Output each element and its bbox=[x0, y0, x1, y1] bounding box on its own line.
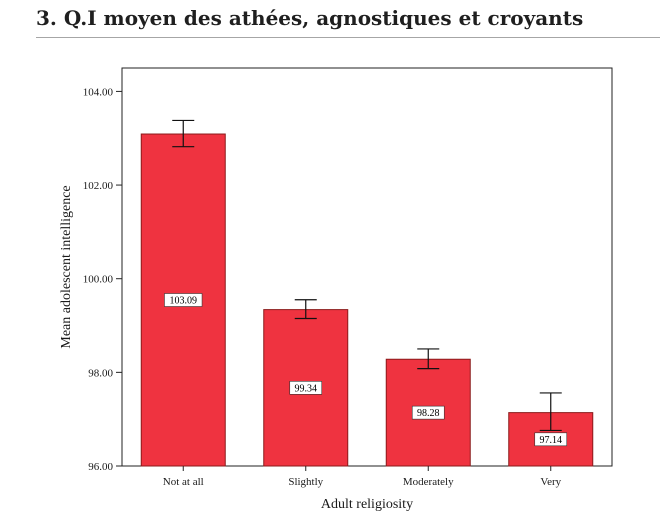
title-divider bbox=[36, 37, 660, 38]
value-label: 99.34 bbox=[295, 383, 318, 394]
y-tick-label: 102.00 bbox=[83, 180, 114, 192]
value-label: 97.14 bbox=[540, 435, 563, 446]
x-axis-title: Adult religiosity bbox=[321, 497, 413, 512]
plot-frame bbox=[121, 67, 613, 467]
x-tick-label: Moderately bbox=[403, 476, 454, 488]
y-tick-label: 98.00 bbox=[88, 367, 113, 379]
y-tick-label: 104.00 bbox=[83, 86, 114, 98]
value-label-box bbox=[289, 381, 323, 395]
x-tick-label: Not at all bbox=[163, 476, 204, 488]
bars-group: 103.09 99.34 98.28 97.14 bbox=[140, 119, 594, 467]
page-title: 3. Q.I moyen des athées, agnostiques et … bbox=[36, 6, 584, 30]
value-label: 98.28 bbox=[417, 408, 440, 419]
y-axis: 96.00 98.00 100.00 102.00 104.00 bbox=[83, 86, 122, 473]
y-tick-label: 100.00 bbox=[83, 274, 114, 286]
x-axis: Not at all Slightly Moderately Very bbox=[163, 466, 562, 488]
x-tick-label: Very bbox=[540, 476, 561, 488]
value-label-box bbox=[534, 432, 568, 447]
value-label: 103.09 bbox=[170, 296, 198, 307]
y-axis-title: Mean adolescent intelligence bbox=[59, 185, 74, 348]
bar bbox=[385, 358, 471, 467]
x-tick-label: Slightly bbox=[288, 476, 323, 488]
value-label-box bbox=[411, 405, 445, 420]
value-label-box bbox=[164, 293, 203, 307]
y-tick-label: 96.00 bbox=[88, 461, 113, 473]
